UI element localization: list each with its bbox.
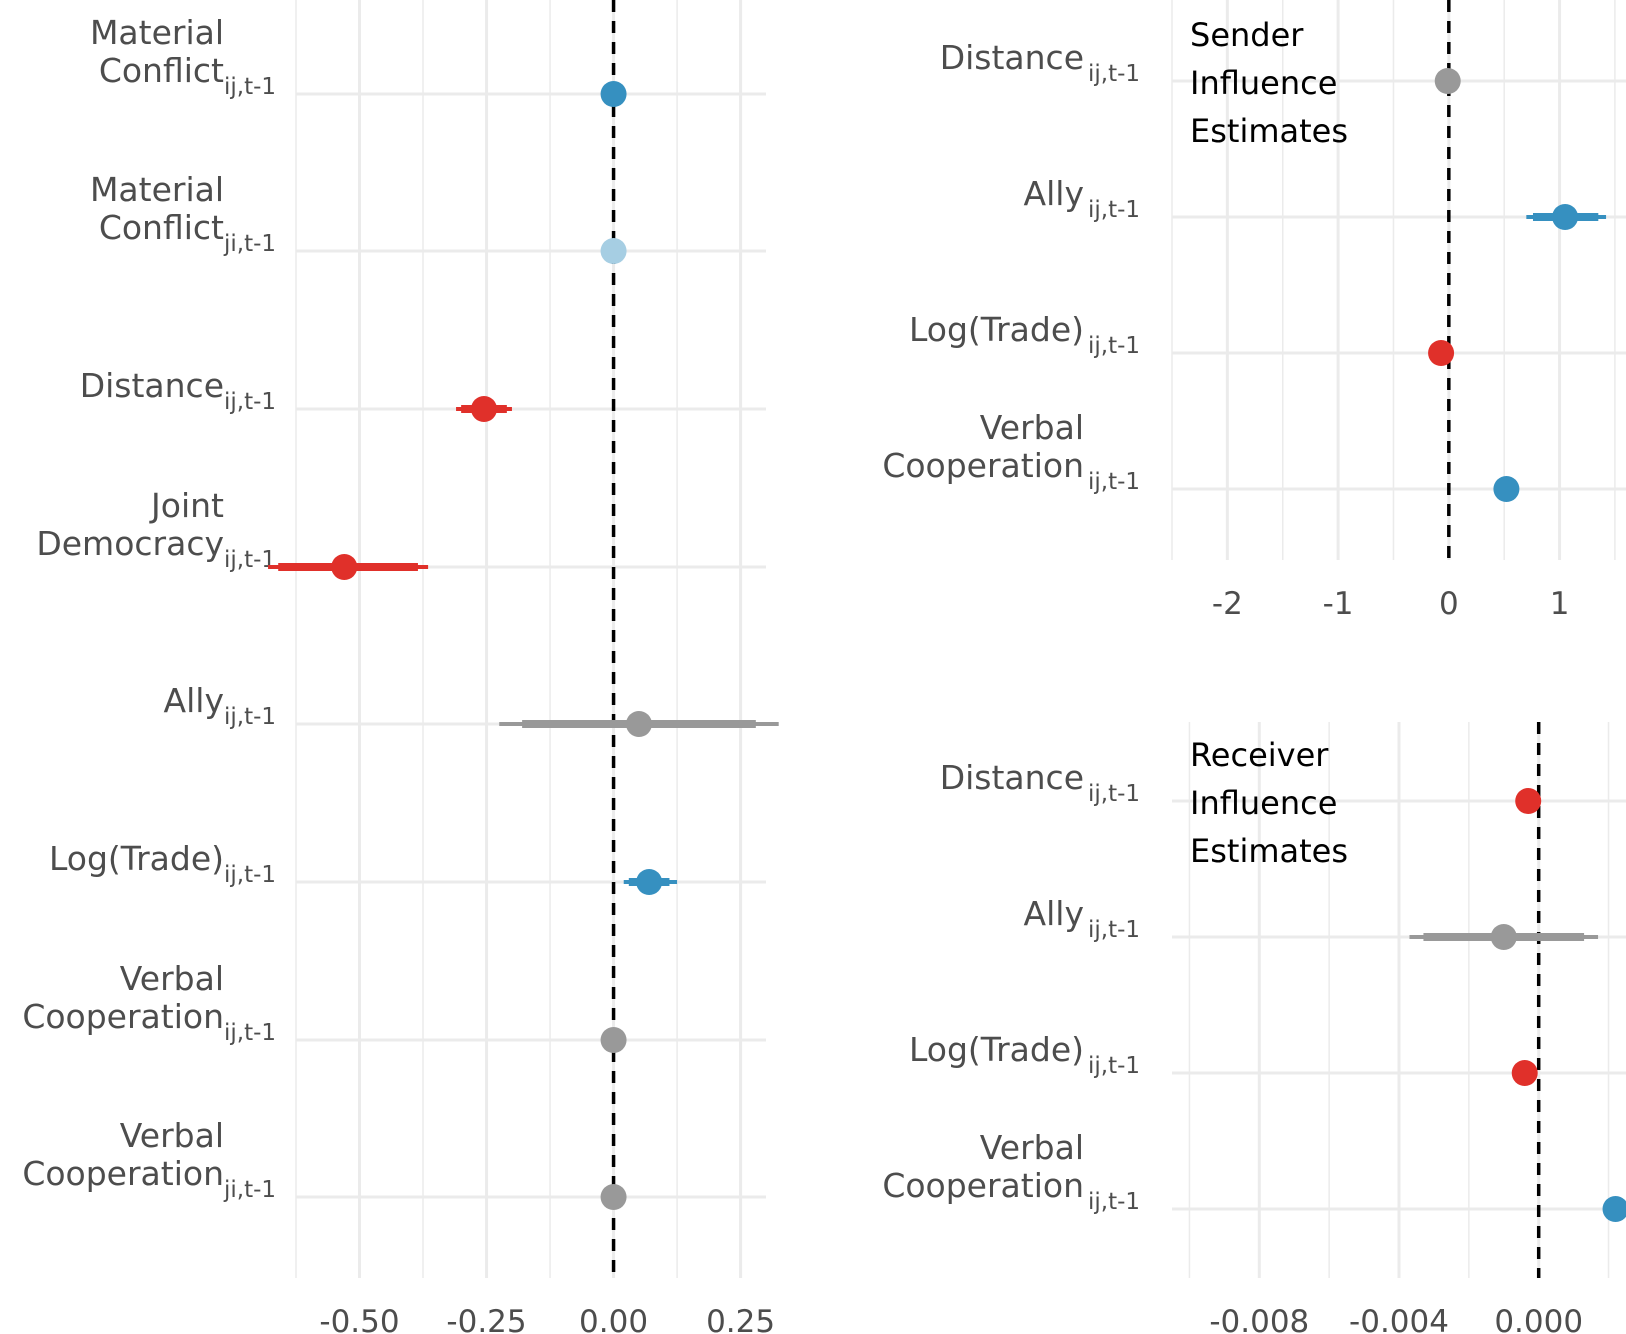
x-tick-label: -2 — [1212, 586, 1243, 622]
row-label-subscript: ji,t-1 — [223, 231, 276, 257]
row-label-text: Verbal — [980, 408, 1084, 447]
row-label-text: Democracy — [36, 524, 224, 563]
row-label-subscript: ij,t-1 — [224, 389, 276, 415]
panel-title: Receiver Influence Estimates — [1190, 736, 1348, 870]
x-tick-label: -0.004 — [1349, 1304, 1449, 1334]
estimate-point — [600, 81, 627, 107]
row-label-text: Ally — [1024, 894, 1084, 933]
row-label-subscript: ij,t-1 — [224, 862, 276, 888]
row-label-text: Conflict — [99, 208, 224, 247]
row-label-subscript: ij,t-1 — [1088, 1189, 1140, 1215]
row-label-subscript: ij,t-1 — [224, 547, 276, 573]
row-label-subscript: ij,t-1 — [224, 704, 276, 730]
row-label-text: Conflict — [99, 51, 224, 90]
row-label-ally: Ally ij,t-1 — [164, 681, 277, 730]
row-label-text: Verbal — [980, 1128, 1084, 1167]
estimate-point — [1490, 924, 1517, 950]
estimate-point — [471, 396, 497, 422]
row-label-text: Log(Trade) — [909, 310, 1084, 349]
row-label-text: Log(Trade) — [909, 1030, 1084, 1069]
row-label-distance: Distance ij,t-1 — [940, 38, 1140, 87]
estimate-point — [331, 554, 358, 580]
row-label-subscript: ij,t-1 — [1088, 197, 1140, 223]
row-label-text: Distance — [940, 758, 1084, 797]
row-label-text: Cooperation — [22, 997, 224, 1036]
estimate-point — [1602, 1196, 1626, 1222]
row-label-subscript: ij,t-1 — [1088, 469, 1140, 495]
row-label-text: Cooperation — [882, 446, 1084, 485]
x-tick-label: 0.00 — [579, 1304, 648, 1334]
estimate-point — [600, 1184, 627, 1210]
row-label-text: Log(Trade) — [49, 839, 224, 878]
estimate-point — [1493, 476, 1520, 502]
estimate-point — [1428, 340, 1455, 366]
row-label-subscript: ij,t-1 — [1088, 333, 1140, 359]
row-label-distance: Distance ij,t-1 — [80, 366, 276, 415]
row-label-subscript: ij,t-1 — [1088, 61, 1140, 87]
row-label-ally: Ally ij,t-1 — [1024, 894, 1141, 943]
row-label-text: Joint — [149, 486, 224, 525]
row-label-distance: Distance ij,t-1 — [940, 758, 1140, 807]
panel-title: Sender Influence Estimates — [1190, 16, 1348, 150]
row-label-text: Ally — [1024, 174, 1084, 213]
estimate-point — [1515, 788, 1542, 814]
estimate-point — [600, 238, 627, 264]
row-label-text: Material — [90, 170, 224, 209]
x-tick-label: -0.008 — [1209, 1304, 1309, 1334]
estimate-point — [1552, 204, 1579, 230]
row-label-ally: Ally ij,t-1 — [1024, 174, 1141, 223]
row-label-subscript: ij,t-1 — [1088, 781, 1140, 807]
row-label-subscript: ji,t-1 — [223, 1177, 276, 1203]
x-tick-label: 0.000 — [1494, 1304, 1583, 1334]
x-tick-label: 0 — [1439, 586, 1459, 622]
row-label-text: Material — [90, 13, 224, 52]
estimate-point — [1434, 68, 1461, 94]
x-tick-label: 0.25 — [706, 1304, 775, 1334]
x-tick-label: 1 — [1550, 586, 1570, 622]
row-label-text: Verbal — [120, 959, 224, 998]
x-tick-label: -0.25 — [446, 1304, 526, 1334]
row-label-text: Cooperation — [22, 1154, 224, 1193]
estimate-point — [636, 869, 663, 895]
row-label-subscript: ij,t-1 — [224, 1020, 276, 1046]
row-label-text: Ally — [164, 681, 224, 720]
row-label-logtrade: Log(Trade) ij,t-1 — [909, 310, 1140, 359]
row-label-subscript: ij,t-1 — [1088, 917, 1140, 943]
row-label-subscript: ij,t-1 — [1088, 1053, 1140, 1079]
x-tick-label: -0.50 — [319, 1304, 399, 1334]
row-label-text: Cooperation — [882, 1166, 1084, 1205]
row-label-logtrade: Log(Trade) ij,t-1 — [909, 1030, 1140, 1079]
receiver-panel: -0.008 -0.004 0.000 Receiver Influence Estima… — [882, 722, 1626, 1334]
row-label-text: Distance — [940, 38, 1084, 77]
estimate-point — [1511, 1060, 1538, 1086]
x-tick-label: -1 — [1323, 586, 1354, 622]
row-label-subscript: ij,t-1 — [224, 74, 276, 100]
estimate-point — [600, 1027, 627, 1053]
row-label-text: Verbal — [120, 1116, 224, 1155]
row-label-logtrade: Log(Trade) ij,t-1 — [49, 839, 276, 888]
row-label-text: Distance — [80, 366, 224, 405]
estimate-point — [625, 711, 652, 737]
